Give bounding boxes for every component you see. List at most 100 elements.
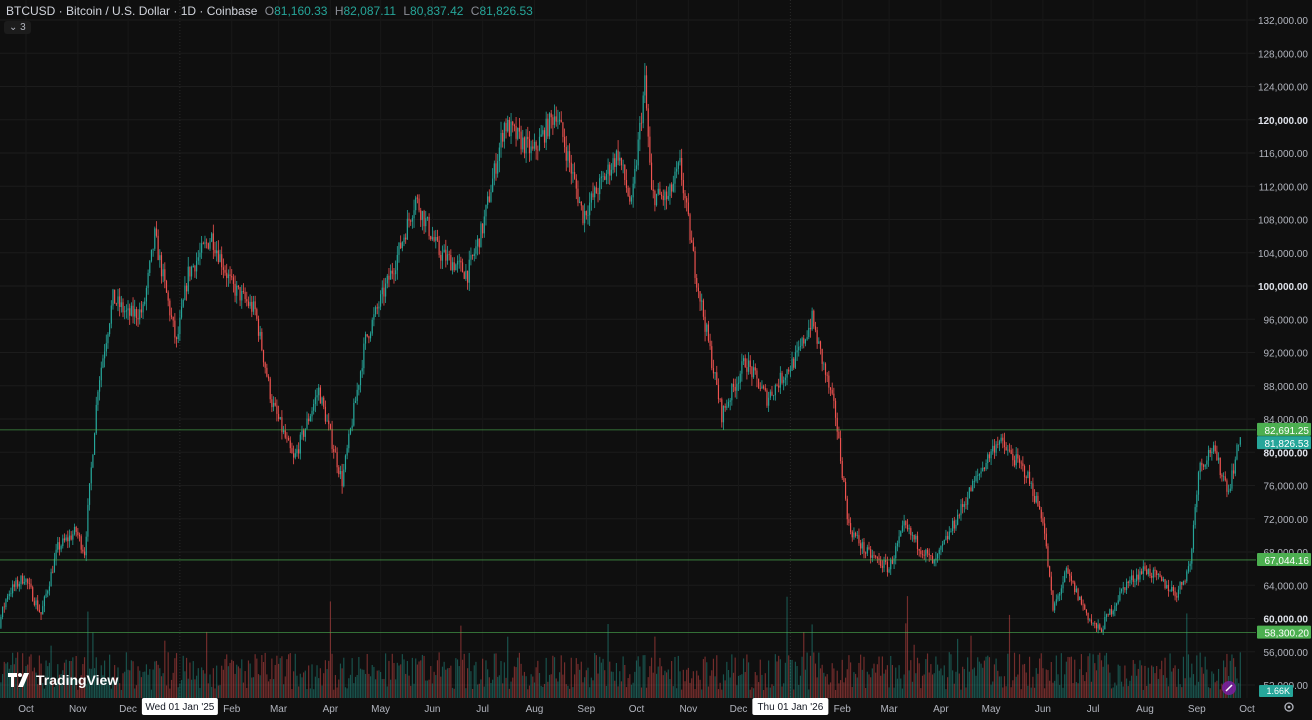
volume-bar [731,654,733,698]
candle-body [266,367,268,377]
volume-bar [214,688,216,698]
candle-body [169,300,171,316]
candle-body [468,259,470,283]
volume-bar [149,669,151,698]
candle-body [318,387,320,396]
candle-body [309,416,311,422]
candle-body [1060,588,1062,594]
indicators-toggle[interactable]: ⌄ 3 [4,21,31,34]
volume-bar [142,671,144,698]
candle-body [910,528,912,536]
y-tick-label: 92,000.00 [1264,349,1309,360]
candle-body [423,211,425,227]
candle-body [1114,605,1116,611]
volume-bar [465,688,467,698]
candle-body [818,341,820,344]
volume-bar [677,655,679,698]
volume-bar [72,657,74,698]
last-price-badge[interactable] [1257,436,1311,450]
volume-bar [152,669,154,698]
candle-body [1176,596,1178,598]
volume-bar [1089,653,1091,698]
volume-bar [1097,654,1099,698]
volume-bar [77,689,79,698]
candle-body [12,584,14,594]
candles [0,63,1241,636]
volume-bar [252,677,255,698]
candle-body [704,316,706,332]
volume-bar [1084,681,1086,698]
candle-body [331,428,333,450]
candle-body [642,95,644,124]
price-axis[interactable]: 52,000.0056,000.0060,000.0064,000.0068,0… [1222,16,1311,712]
volume-bar [759,659,761,698]
volume-bar [883,673,885,698]
gear-icon[interactable] [1284,702,1294,712]
candle-body [1239,437,1241,445]
volume-bar [1055,655,1057,698]
candle-body [490,192,492,202]
candle-body [364,334,367,344]
symbol-title[interactable]: BTCUSD · Bitcoin / U.S. Dollar · 1D · Co… [6,4,258,18]
candle-body [1156,570,1158,575]
volume-bar [875,672,877,698]
volume-bar [246,687,248,698]
candle-body [201,243,203,253]
volume-bar [490,683,492,698]
volume-bar [428,679,430,698]
indicator-icon[interactable] [1222,681,1236,695]
candle-body [988,454,991,459]
time-axis[interactable]: Oct Nov Dec Feb Mar Apr May Jun Jul Aug Sep Oct Nov D… [18,698,1255,715]
candle-body [87,504,89,537]
candle-body [78,535,81,537]
volume-bar [542,686,544,698]
candle-body [839,438,842,462]
candle-body [1207,449,1210,461]
volume-bar [475,661,477,698]
price-line-badge[interactable] [1257,552,1311,566]
volume-bar [311,664,313,698]
candle-body [395,270,397,275]
volume-bar [443,661,445,698]
candle-body [508,119,510,137]
candle-body [276,405,278,414]
candle-body [1023,465,1026,478]
candle-body [592,193,594,198]
volume-bar [771,684,773,698]
volume-bar [1136,675,1138,698]
volume-bar [164,640,166,698]
tradingview-logo[interactable]: TradingView [8,672,118,688]
candle-body [57,542,59,550]
volume-bar [1044,688,1046,698]
volume-bar [62,670,64,698]
price-line-badge[interactable] [1257,422,1311,436]
candle-body [1020,462,1022,464]
candle-body [1057,595,1059,600]
volume-bar [689,682,691,698]
volume-bar [704,656,706,698]
volume-bar [844,677,847,698]
volume-bar [538,672,541,698]
volume-bar [433,671,435,698]
candle-body [811,310,813,330]
candle-body [244,291,246,300]
volume-bar [550,674,552,698]
candle-body [431,237,434,240]
candle-body [684,193,686,199]
volume-bar [657,666,659,698]
volume-bar [537,660,539,698]
candle-body [346,448,348,456]
volume-bar [813,652,815,698]
candle-body [647,108,649,137]
volume-bar [117,667,119,698]
candle-body [662,195,664,201]
candle-body [140,309,142,313]
candle-body [492,178,494,193]
volume-bar [833,668,835,698]
candle-body [816,330,818,344]
y-tick-label: 76,000.00 [1264,482,1309,493]
candle-body [1100,629,1103,632]
volume-bar [169,688,171,698]
price-line-badge[interactable] [1257,625,1311,639]
